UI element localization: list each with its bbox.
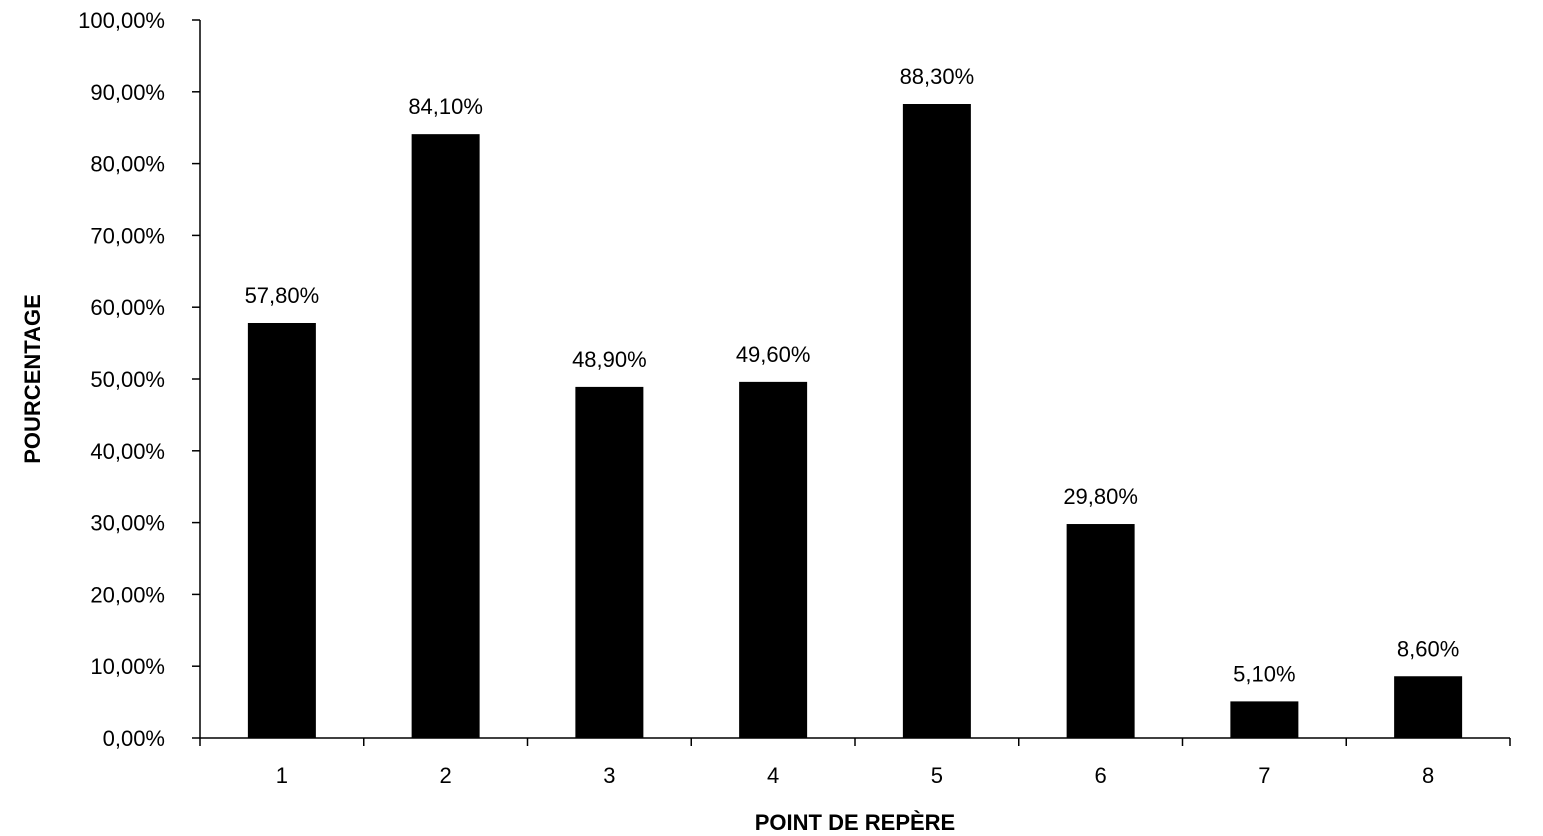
- data-label-6: 29,80%: [1063, 484, 1138, 509]
- y-tick-label: 40,00%: [90, 439, 165, 464]
- data-labels: 57,80% 84,10% 48,90% 49,60% 88,30% 29,80% 5,10…: [245, 64, 1460, 686]
- x-axis-title: POINT DE REPÈRE: [755, 810, 955, 835]
- y-axis-title: POURCENTAGE: [20, 294, 45, 464]
- x-tick-label: 6: [1095, 763, 1107, 788]
- bar-2: [411, 134, 480, 739]
- x-tick-label: 4: [767, 763, 779, 788]
- y-tick-label: 70,00%: [90, 223, 165, 248]
- x-tick-label: 7: [1258, 763, 1270, 788]
- bar-7: [1230, 701, 1299, 738]
- bar-8: [1394, 676, 1463, 738]
- bar-3: [575, 386, 644, 738]
- bar-4: [739, 381, 808, 738]
- y-axis-ticks: 0,00% 10,00% 20,00% 30,00% 40,00% 50,00% 60,00…: [78, 8, 200, 751]
- x-tick-label: 3: [603, 763, 615, 788]
- x-tick-label: 5: [931, 763, 943, 788]
- y-tick-label: 90,00%: [90, 80, 165, 105]
- data-label-1: 57,80%: [245, 283, 320, 308]
- data-label-2: 84,10%: [408, 94, 483, 119]
- x-axis-ticks: 1 2 3 4 5 6 7 8: [199, 738, 1511, 788]
- x-tick-label: 8: [1422, 763, 1434, 788]
- bar-1: [247, 322, 316, 738]
- x-tick-label: 2: [440, 763, 452, 788]
- y-tick-label: 60,00%: [90, 295, 165, 320]
- y-tick-label: 0,00%: [103, 726, 165, 751]
- data-label-8: 8,60%: [1397, 636, 1459, 661]
- data-label-5: 88,30%: [900, 64, 975, 89]
- bar-6: [1066, 524, 1135, 738]
- bar-5: [902, 104, 971, 739]
- y-tick-label: 10,00%: [90, 654, 165, 679]
- y-tick-label: 30,00%: [90, 511, 165, 536]
- bars: [247, 104, 1463, 739]
- data-label-4: 49,60%: [736, 342, 811, 367]
- y-tick-label: 50,00%: [90, 367, 165, 392]
- data-label-3: 48,90%: [572, 347, 647, 372]
- y-tick-label: 20,00%: [90, 582, 165, 607]
- y-tick-label: 100,00%: [78, 8, 165, 33]
- x-tick-label: 1: [276, 763, 288, 788]
- y-tick-label: 80,00%: [90, 152, 165, 177]
- data-label-7: 5,10%: [1233, 661, 1295, 686]
